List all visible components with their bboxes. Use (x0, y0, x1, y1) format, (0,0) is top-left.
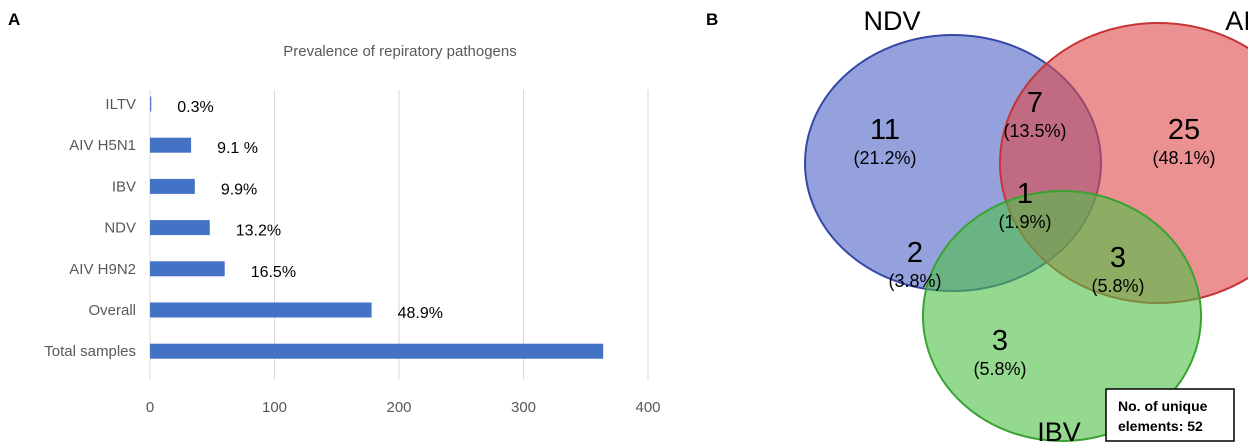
unique-elements-note: No. of unique elements: 52 (1105, 388, 1235, 442)
bar-gridlines: 0 100 200 300 400 (146, 90, 661, 416)
venn-region-percent: (13.5%) (1003, 121, 1066, 141)
venn-region-count: 1 (1017, 178, 1033, 210)
bar (150, 343, 604, 359)
bar-chart-title: Prevalence of repiratory pathogens (283, 43, 516, 60)
y-category-label: AIV H9N2 (69, 261, 136, 278)
bar-marks: ILTV 0.3% AIV H5N1 9.1 % IBV 9.9% NDV 13.2% AIV … (44, 96, 604, 360)
venn-region-count: 25 (1168, 114, 1200, 146)
venn-region-percent: (5.8%) (1091, 276, 1144, 296)
venn-diagram: NDVAIVIBV 11(21.2%)25(48.1%)3(5.8%)7(13.… (804, 6, 1248, 446)
venn-region-percent: (5.8%) (973, 359, 1026, 379)
note-line-1: No. of unique (1118, 398, 1208, 414)
bar (150, 261, 225, 277)
y-category-label: Overall (88, 302, 136, 319)
y-category-label: NDV (104, 220, 136, 237)
venn-region-percent: (21.2%) (853, 148, 916, 168)
bar (150, 137, 192, 153)
bar-data-label: 0.3% (177, 99, 213, 116)
venn-region-count: 11 (870, 114, 900, 146)
x-tick-label: 400 (635, 399, 660, 416)
bar-chart: 0 100 200 300 400 Prevalence of repiratory p… (44, 43, 661, 416)
y-category-label: IBV (112, 178, 136, 195)
bar-data-label: 13.2% (236, 223, 281, 240)
venn-region-count: 3 (992, 325, 1008, 357)
y-category-label: AIV H5N1 (69, 137, 136, 154)
x-tick-label: 200 (386, 399, 411, 416)
venn-region-percent: (1.9%) (998, 212, 1051, 232)
x-tick-label: 0 (146, 399, 154, 416)
note-line-2: elements: 52 (1118, 418, 1203, 434)
venn-region-labels: 11(21.2%)25(48.1%)3(5.8%)7(13.5%)2(3.8%)… (853, 87, 1215, 379)
venn-region-count: 2 (907, 237, 923, 269)
venn-region-percent: (48.1%) (1152, 148, 1215, 168)
venn-circles (804, 22, 1248, 442)
bar (150, 178, 195, 194)
bar (150, 96, 152, 112)
bar-data-label: 9.1 % (217, 140, 258, 157)
note-box (1105, 388, 1235, 442)
x-tick-label: 300 (511, 399, 536, 416)
y-category-label: Total samples (44, 343, 136, 360)
venn-set-label-ndv: NDV (863, 6, 920, 36)
venn-set-label-aiv: AIV (1225, 6, 1248, 36)
venn-set-label-ibv: IBV (1037, 417, 1081, 446)
venn-set-labels: NDV AIV IBV (863, 6, 1248, 446)
venn-region-count: 3 (1110, 242, 1126, 274)
venn-circle-ibv (922, 190, 1202, 442)
bar-data-label: 16.5% (251, 264, 296, 281)
bar-data-label: 9.9% (221, 181, 257, 198)
bar (150, 302, 372, 318)
panel-b-label: B (706, 10, 719, 29)
panel-a-label: A (8, 10, 21, 29)
venn-region-percent: (3.8%) (888, 271, 941, 291)
x-tick-label: 100 (262, 399, 287, 416)
venn-region-count: 7 (1027, 87, 1043, 119)
y-category-label: ILTV (105, 96, 136, 113)
bar-data-label: 48.9% (398, 305, 443, 322)
bar (150, 220, 210, 236)
